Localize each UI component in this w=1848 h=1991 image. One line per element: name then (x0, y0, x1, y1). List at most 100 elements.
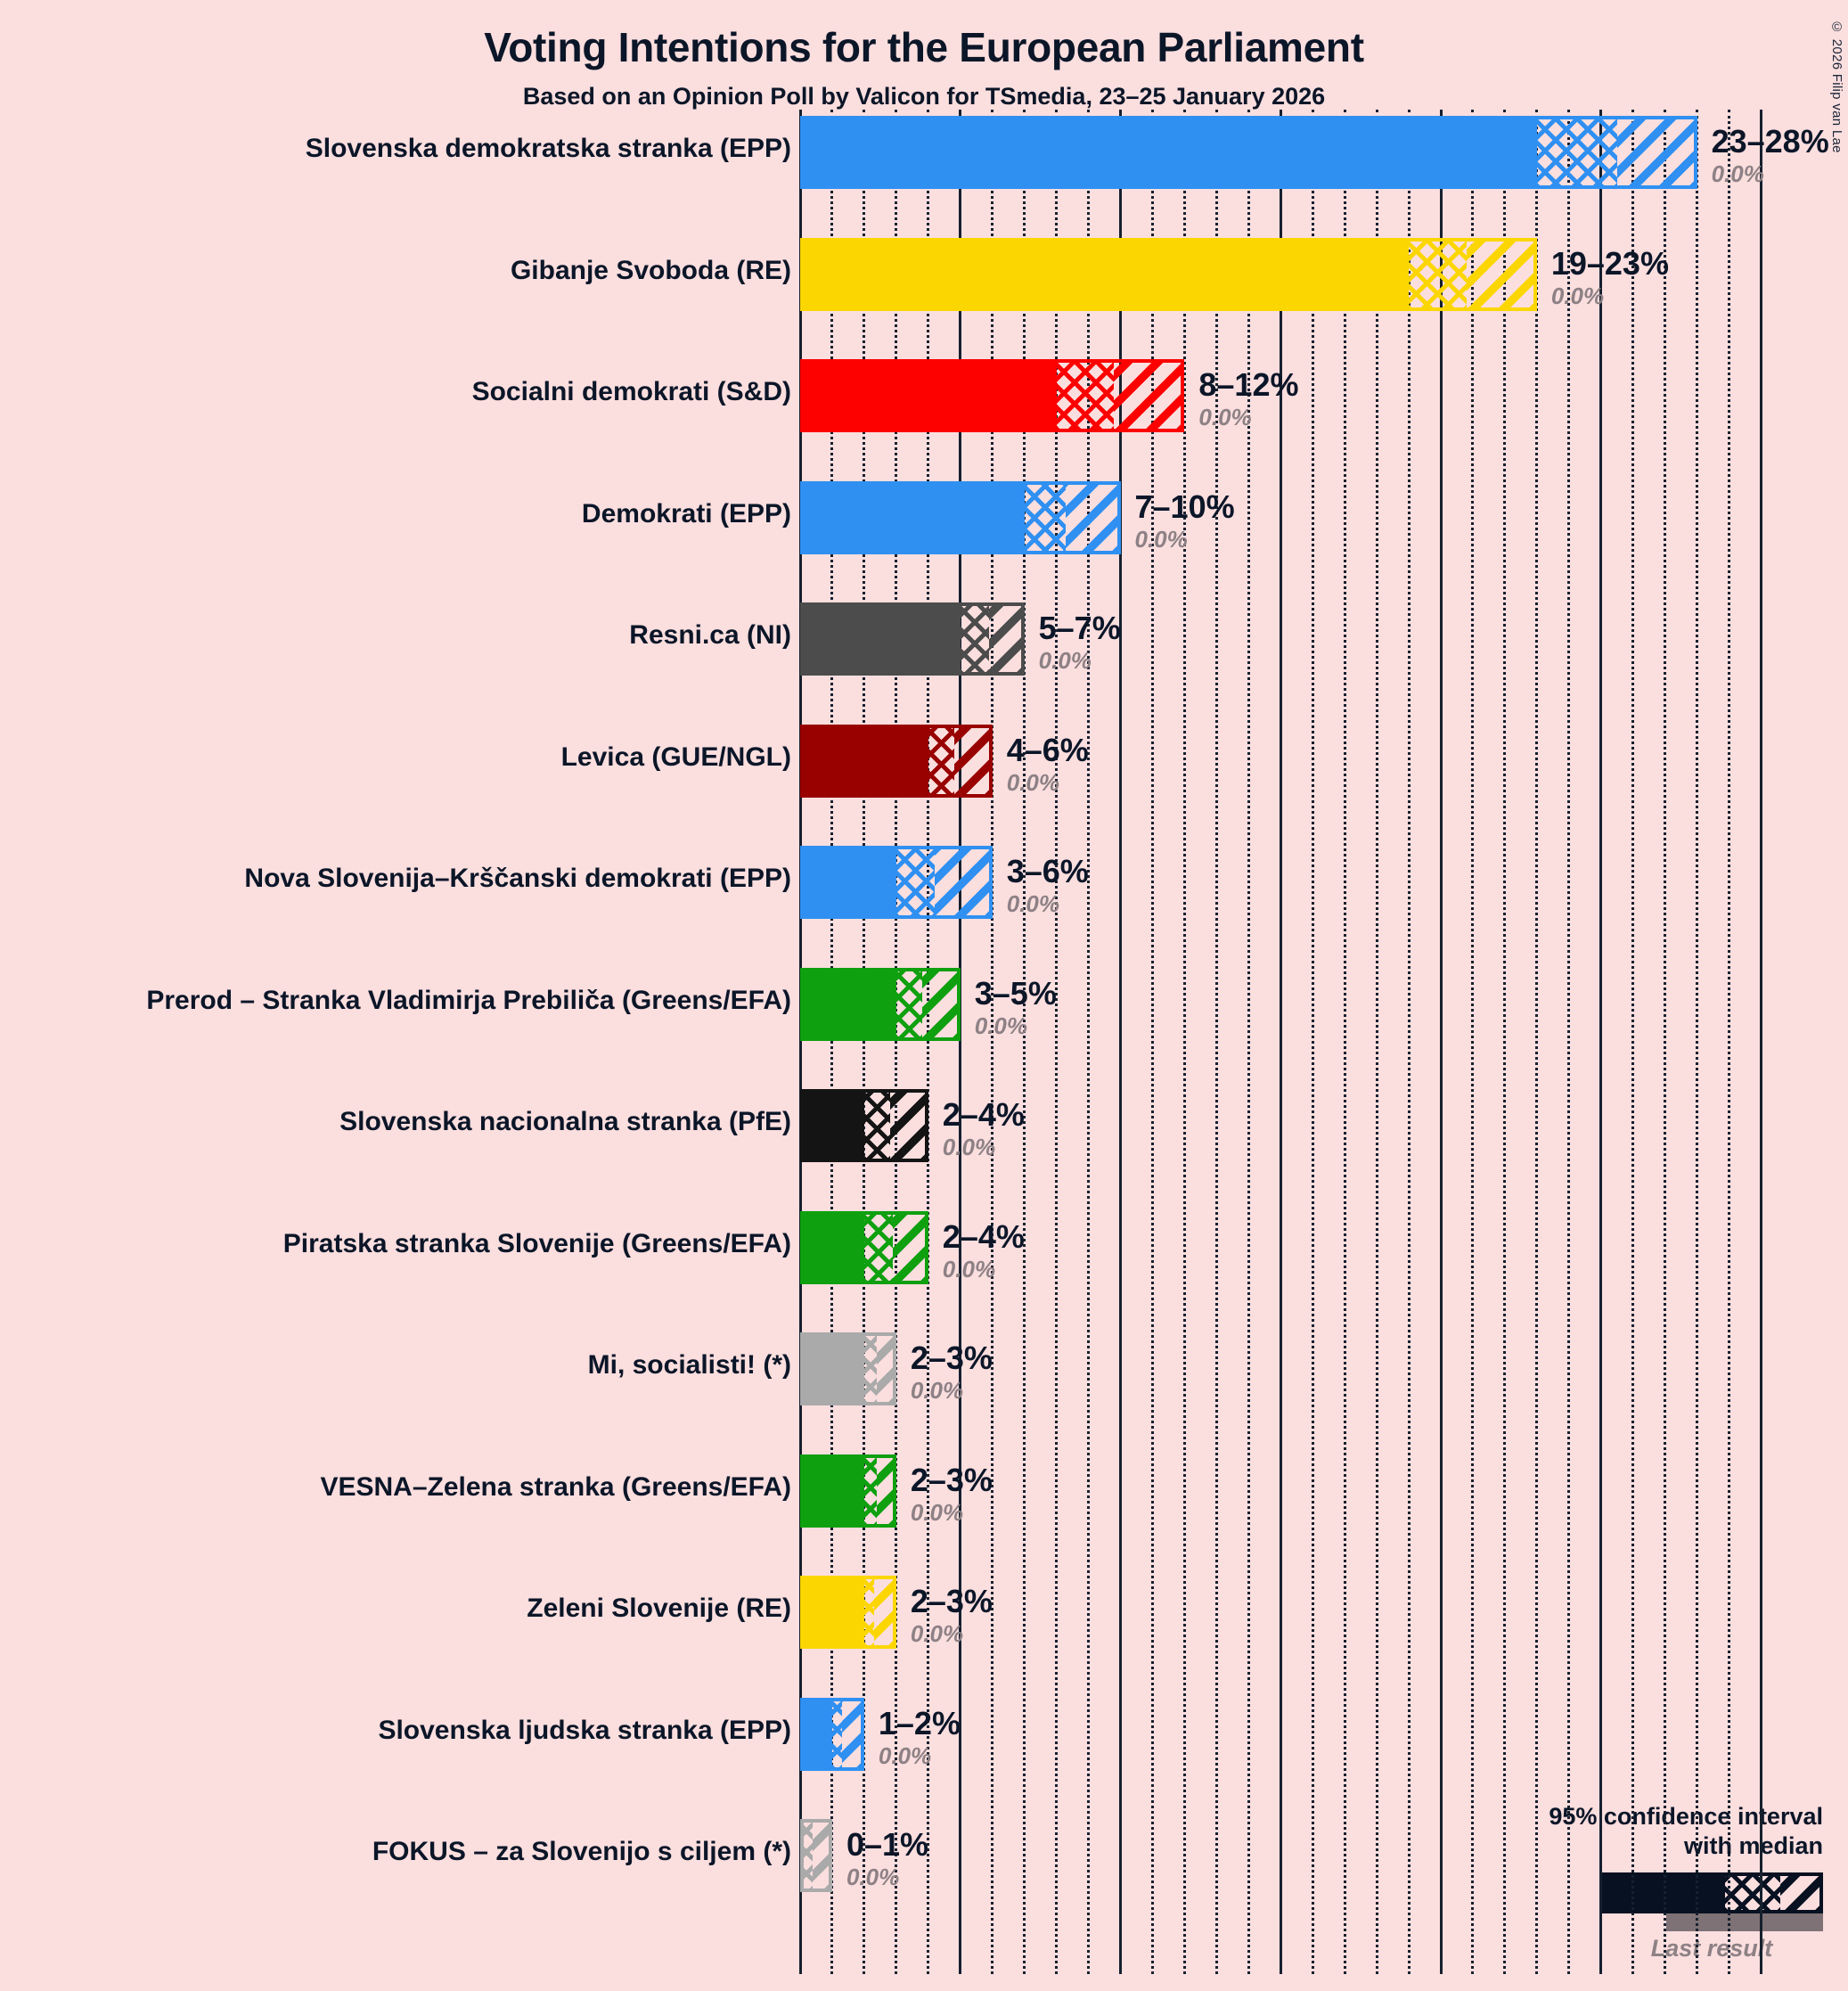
gridline-minor (1311, 110, 1314, 1974)
bar-last-result-value: 0.0% (910, 1498, 964, 1526)
page-title: Voting Intentions for the European Parli… (484, 24, 1364, 70)
chart-legend: 95% confidence interval with median Last… (1449, 1802, 1823, 1963)
bar-last-result-value: 0.0% (1711, 160, 1764, 187)
gridline-minor (1087, 110, 1091, 1974)
bar-value-range: 4–6% (1006, 731, 1089, 768)
bar-last-result-value: 0.0% (878, 1741, 932, 1769)
bar-last-result-value: 0.0% (1006, 890, 1059, 917)
bar-outline (800, 359, 1185, 432)
bar-last-result-value: 0.0% (942, 1134, 996, 1160)
gridline-major (1279, 110, 1282, 1974)
bar-confidence-interval (800, 846, 993, 919)
bar-outline (800, 967, 961, 1041)
bar-segment-diagonal (989, 602, 1025, 676)
bar-segment-crosshatch (863, 1576, 874, 1649)
gridline-minor (1055, 110, 1059, 1974)
legend-interval-bar (1600, 1872, 1823, 1913)
bar-segment-crosshatch (831, 1697, 842, 1771)
bar-outline (800, 846, 993, 919)
bar-confidence-interval (800, 724, 993, 798)
bar-segment-diagonal (841, 1697, 864, 1771)
chart-bar-row: Gibanje Svoboda (RE) 19–23% 0.0% (0, 237, 1848, 311)
bar-category-label: VESNA–Zelena stranka (Greens/EFA) (320, 1471, 791, 1502)
bar-last-result-value: 0.0% (910, 1377, 964, 1404)
bar-last-result-value: 0.0% (974, 1012, 1028, 1039)
bar-value-range: 1–2% (878, 1704, 961, 1741)
bar-value-range: 23–28% (1711, 123, 1829, 160)
gridline-minor (927, 110, 930, 1974)
bar-value-range: 2–3% (910, 1340, 993, 1376)
gridline-minor (1182, 110, 1186, 1974)
bar-category-label: Gibanje Svoboda (RE) (510, 255, 791, 285)
bar-category-label: Socialni demokrati (S&D) (471, 377, 791, 406)
bar-segment-crosshatch (863, 1332, 878, 1405)
chart-bar-row: Slovenska ljudska stranka (EPP) 1–2% 0.0% (0, 1697, 1848, 1771)
bar-segment-crosshatch (1409, 237, 1467, 311)
bar-outline (800, 1332, 896, 1405)
bar-category-label: Slovenska demokratska stranka (EPP) (305, 134, 791, 163)
bar-confidence-interval (800, 1332, 896, 1405)
chart-bar-row: Zeleni Slovenije (RE) 2–3% 0.0% (0, 1576, 1848, 1649)
gridline-minor (895, 110, 898, 1974)
bar-confidence-interval (800, 359, 1185, 432)
bar-segment-crosshatch (1024, 480, 1067, 554)
gridline-minor (830, 110, 834, 1974)
bar-value-range: 2–3% (910, 1583, 993, 1619)
bar-category-label: Resni.ca (NI) (629, 620, 791, 650)
legend-line-2: with median (1683, 1832, 1823, 1860)
bar-confidence-interval (800, 1210, 928, 1284)
bar-outline (800, 724, 993, 798)
bar-segment-solid (800, 1697, 832, 1771)
bar-last-result-value: 0.0% (910, 1620, 964, 1647)
gridline-minor (1247, 110, 1250, 1974)
gridline-minor (1343, 110, 1346, 1974)
gridline-minor (1407, 110, 1411, 1974)
bar-segment-diagonal (877, 1332, 896, 1405)
bar-segment-solid (800, 1332, 864, 1405)
gridline-minor (863, 110, 866, 1974)
bar-category-label: Slovenska ljudska stranka (EPP) (378, 1715, 791, 1745)
bar-segment-crosshatch (863, 1089, 890, 1162)
bar-last-result-value: 0.0% (1134, 525, 1188, 553)
chart-bar-row: Prerod – Stranka Vladimirja Prebiliča (G… (0, 967, 1848, 1041)
bar-segment-diagonal (1466, 237, 1537, 311)
bar-outline (800, 1089, 928, 1162)
bar-segment-solid (800, 116, 1537, 189)
chart-bar-row: Piratska stranka Slovenije (Greens/EFA) 2… (0, 1210, 1848, 1284)
bar-segment-diagonal (1616, 116, 1697, 189)
bar-confidence-interval (800, 116, 1697, 189)
bar-confidence-interval (800, 1089, 928, 1162)
bar-value-range: 0–1% (846, 1826, 929, 1863)
bar-last-result-value: 0.0% (846, 1864, 900, 1890)
bar-segment-solid (800, 480, 1025, 554)
gridline-major (1439, 110, 1443, 1974)
chart-header: Voting Intentions for the European Parli… (0, 0, 1848, 111)
bar-segment-crosshatch (895, 967, 922, 1041)
bar-segment-solid (800, 602, 961, 676)
bar-value-range: 2–3% (910, 1461, 993, 1498)
gridline-major (798, 110, 802, 1974)
gridline-minor (1696, 110, 1699, 1974)
bar-outline (800, 1454, 896, 1528)
bar-value-range: 7–10% (1134, 488, 1235, 525)
bar-segment-solid (800, 967, 896, 1041)
bar-confidence-interval (800, 480, 1121, 554)
bar-outline (800, 1819, 832, 1892)
bar-segment-diagonal (877, 1454, 896, 1528)
bar-last-result-value: 0.0% (1550, 282, 1605, 309)
bar-segment-solid (800, 1576, 864, 1649)
gridline-minor (1471, 110, 1475, 1974)
chart-subtitle: Based on an Opinion Poll by Valicon for … (522, 83, 1326, 110)
bar-confidence-interval (800, 602, 1025, 676)
chart-bar-row: VESNA–Zelena stranka (Greens/EFA) 2–3% 0.0… (0, 1454, 1848, 1528)
bar-segment-diagonal (921, 967, 961, 1041)
bar-outline (800, 116, 1697, 189)
chart-bar-row: Socialni demokrati (S&D) 8–12% 0.0% (0, 359, 1848, 432)
bar-segment-diagonal (934, 846, 993, 919)
gridline-minor (1631, 110, 1635, 1974)
bar-value-range: 2–4% (942, 1096, 1025, 1133)
bar-segment-diagonal (889, 1089, 928, 1162)
bar-last-result-value: 0.0% (942, 1255, 996, 1282)
bar-segment-diagonal (813, 1819, 832, 1892)
bar-value-range: 19–23% (1550, 244, 1669, 282)
